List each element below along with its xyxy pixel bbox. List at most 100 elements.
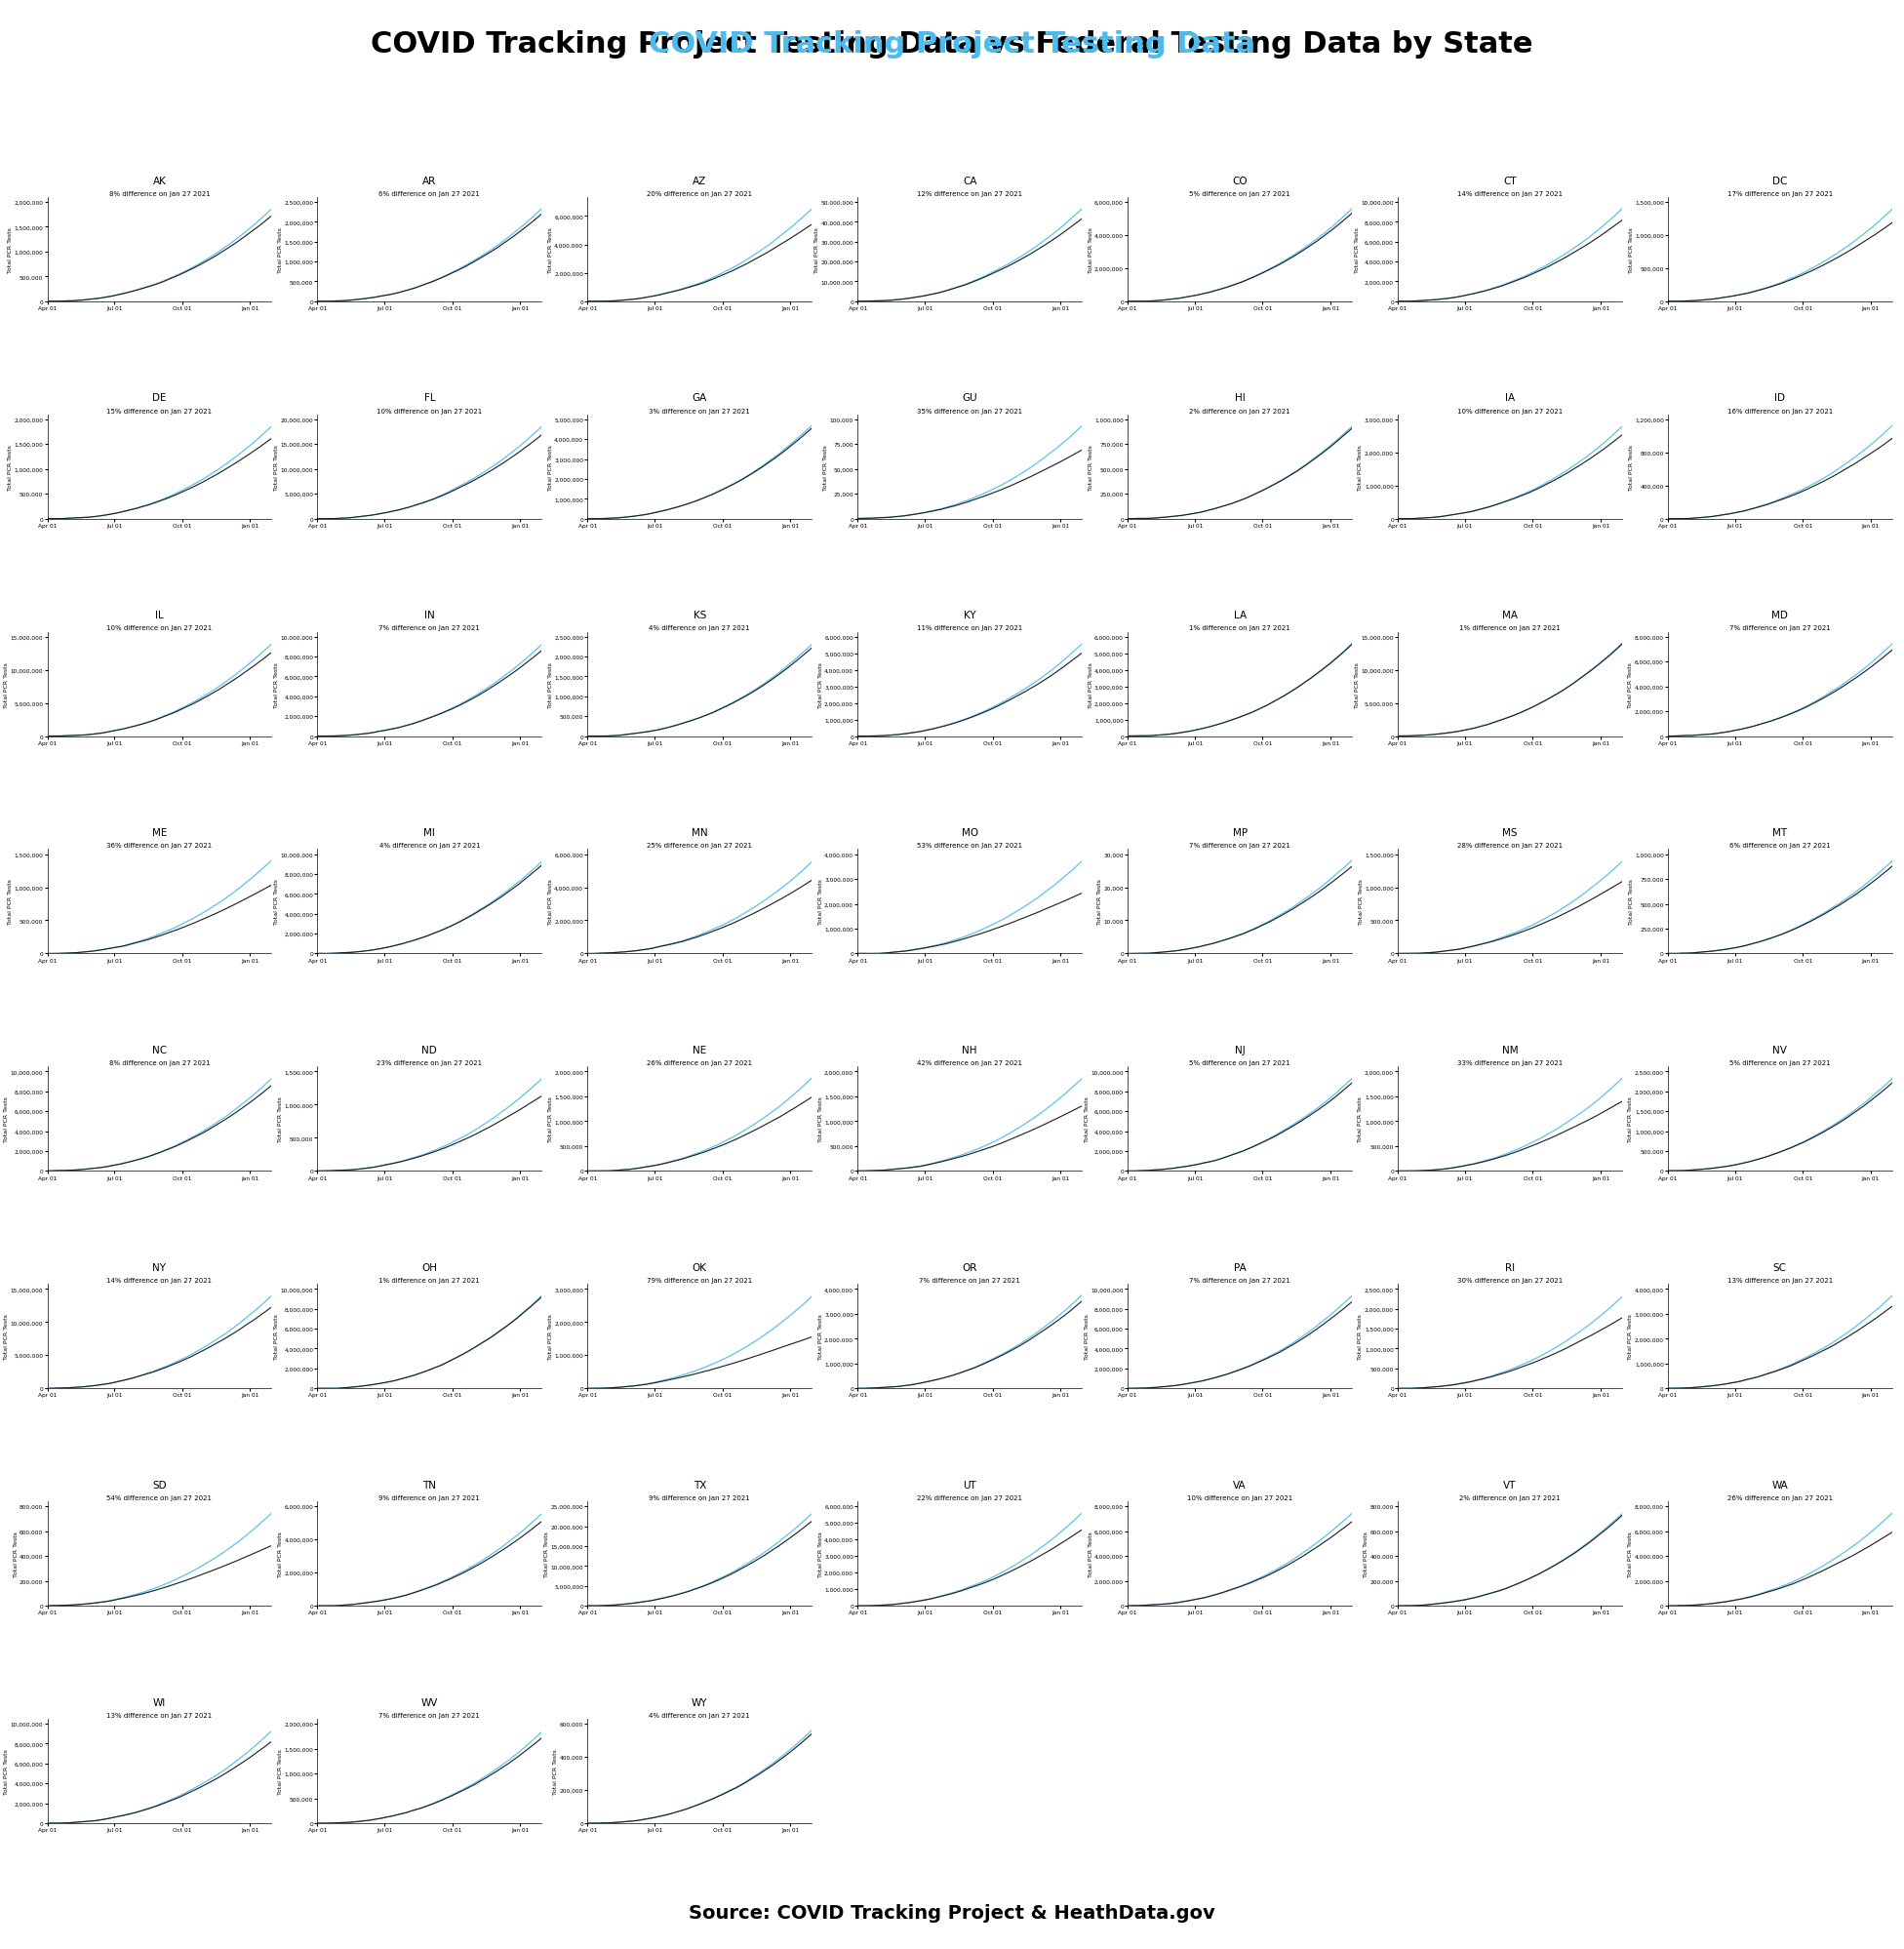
Y-axis label: Total PCR Tests: Total PCR Tests xyxy=(1097,879,1102,924)
Text: MA: MA xyxy=(1502,610,1517,620)
Y-axis label: Total PCR Tests: Total PCR Tests xyxy=(1089,661,1093,707)
Text: MP: MP xyxy=(1232,828,1247,838)
Text: IN: IN xyxy=(425,610,434,620)
Text: 8% difference on Jan 27 2021: 8% difference on Jan 27 2021 xyxy=(109,191,209,197)
Text: MT: MT xyxy=(1773,828,1788,838)
Text: WV: WV xyxy=(421,1698,438,1707)
Y-axis label: Total PCR Tests: Total PCR Tests xyxy=(548,661,552,707)
Text: 7% difference on Jan 27 2021: 7% difference on Jan 27 2021 xyxy=(1190,842,1291,848)
Text: 7% difference on Jan 27 2021: 7% difference on Jan 27 2021 xyxy=(379,1711,480,1717)
Text: UT: UT xyxy=(963,1479,977,1489)
Text: IA: IA xyxy=(1504,394,1516,403)
Text: TN: TN xyxy=(423,1479,436,1489)
Text: 5% difference on Jan 27 2021: 5% difference on Jan 27 2021 xyxy=(1190,1060,1291,1066)
Text: 2% difference on Jan 27 2021: 2% difference on Jan 27 2021 xyxy=(1190,407,1291,413)
Text: 10% difference on Jan 27 2021: 10% difference on Jan 27 2021 xyxy=(107,626,211,631)
Y-axis label: Total PCR Tests: Total PCR Tests xyxy=(1356,661,1359,707)
Text: OR: OR xyxy=(962,1263,977,1273)
Text: AR: AR xyxy=(423,175,436,185)
Y-axis label: Total PCR Tests: Total PCR Tests xyxy=(274,661,280,707)
Text: 5% difference on Jan 27 2021: 5% difference on Jan 27 2021 xyxy=(1729,1060,1830,1066)
Y-axis label: Total PCR Tests: Total PCR Tests xyxy=(8,444,13,489)
Text: WA: WA xyxy=(1773,1479,1788,1489)
Text: AK: AK xyxy=(152,175,166,185)
Text: NH: NH xyxy=(962,1045,977,1054)
Text: CT: CT xyxy=(1504,175,1517,185)
Y-axis label: Total PCR Tests: Total PCR Tests xyxy=(278,1530,284,1577)
Y-axis label: Total PCR Tests: Total PCR Tests xyxy=(548,444,552,489)
Text: 22% difference on Jan 27 2021: 22% difference on Jan 27 2021 xyxy=(918,1495,1022,1501)
Y-axis label: Total PCR Tests: Total PCR Tests xyxy=(278,1095,284,1142)
Text: 7% difference on Jan 27 2021: 7% difference on Jan 27 2021 xyxy=(1190,1277,1291,1282)
Text: MN: MN xyxy=(691,828,708,838)
Text: 1% difference on Jan 27 2021: 1% difference on Jan 27 2021 xyxy=(1458,626,1561,631)
Text: MS: MS xyxy=(1502,828,1517,838)
Text: VA: VA xyxy=(1234,1479,1247,1489)
Y-axis label: Total PCR Tests: Total PCR Tests xyxy=(8,879,13,924)
Y-axis label: Total PCR Tests: Total PCR Tests xyxy=(274,444,280,489)
Text: 6% difference on Jan 27 2021: 6% difference on Jan 27 2021 xyxy=(379,191,480,197)
Text: 14% difference on Jan 27 2021: 14% difference on Jan 27 2021 xyxy=(107,1277,211,1282)
Text: NV: NV xyxy=(1773,1045,1788,1054)
Y-axis label: Total PCR Tests: Total PCR Tests xyxy=(1363,1530,1369,1577)
Text: COVID Tracking Project Testing Data: COVID Tracking Project Testing Data xyxy=(649,31,1255,58)
Y-axis label: Total PCR Tests: Total PCR Tests xyxy=(815,226,819,273)
Y-axis label: Total PCR Tests: Total PCR Tests xyxy=(274,879,280,924)
Text: 53% difference on Jan 27 2021: 53% difference on Jan 27 2021 xyxy=(918,842,1022,848)
Text: KS: KS xyxy=(693,610,706,620)
Text: 54% difference on Jan 27 2021: 54% difference on Jan 27 2021 xyxy=(107,1495,211,1501)
Text: FL: FL xyxy=(425,394,436,403)
Text: 8% difference on Jan 27 2021: 8% difference on Jan 27 2021 xyxy=(109,1060,209,1066)
Text: 12% difference on Jan 27 2021: 12% difference on Jan 27 2021 xyxy=(918,191,1022,197)
Y-axis label: Total PCR Tests: Total PCR Tests xyxy=(1628,1530,1634,1577)
Text: VT: VT xyxy=(1504,1479,1516,1489)
Text: 7% difference on Jan 27 2021: 7% difference on Jan 27 2021 xyxy=(379,626,480,631)
Text: 9% difference on Jan 27 2021: 9% difference on Jan 27 2021 xyxy=(379,1495,480,1501)
Y-axis label: Total PCR Tests: Total PCR Tests xyxy=(4,1095,10,1142)
Y-axis label: Total PCR Tests: Total PCR Tests xyxy=(1356,226,1359,273)
Text: ID: ID xyxy=(1775,394,1786,403)
Text: OH: OH xyxy=(421,1263,438,1273)
Text: 36% difference on Jan 27 2021: 36% difference on Jan 27 2021 xyxy=(107,842,211,848)
Text: 79% difference on Jan 27 2021: 79% difference on Jan 27 2021 xyxy=(647,1277,752,1282)
Y-axis label: Total PCR Tests: Total PCR Tests xyxy=(545,1530,548,1577)
Text: 13% difference on Jan 27 2021: 13% difference on Jan 27 2021 xyxy=(107,1711,211,1717)
Text: 26% difference on Jan 27 2021: 26% difference on Jan 27 2021 xyxy=(647,1060,752,1066)
Text: 33% difference on Jan 27 2021: 33% difference on Jan 27 2021 xyxy=(1457,1060,1563,1066)
Y-axis label: Total PCR Tests: Total PCR Tests xyxy=(819,1095,823,1142)
Y-axis label: Total PCR Tests: Total PCR Tests xyxy=(819,661,823,707)
Y-axis label: Total PCR Tests: Total PCR Tests xyxy=(4,1748,10,1793)
Y-axis label: Total PCR Tests: Total PCR Tests xyxy=(1358,1095,1363,1142)
Text: 14% difference on Jan 27 2021: 14% difference on Jan 27 2021 xyxy=(1457,191,1563,197)
Text: TX: TX xyxy=(693,1479,706,1489)
Text: 16% difference on Jan 27 2021: 16% difference on Jan 27 2021 xyxy=(1727,407,1834,413)
Y-axis label: Total PCR Tests: Total PCR Tests xyxy=(1628,1314,1634,1358)
Text: 9% difference on Jan 27 2021: 9% difference on Jan 27 2021 xyxy=(649,1495,750,1501)
Text: CO: CO xyxy=(1232,175,1247,185)
Y-axis label: Total PCR Tests: Total PCR Tests xyxy=(548,1314,552,1358)
Text: MO: MO xyxy=(962,828,979,838)
Text: GA: GA xyxy=(693,394,706,403)
Text: SC: SC xyxy=(1773,1263,1786,1273)
Y-axis label: Total PCR Tests: Total PCR Tests xyxy=(1085,1095,1089,1142)
Y-axis label: Total PCR Tests: Total PCR Tests xyxy=(8,226,13,273)
Text: PA: PA xyxy=(1234,1263,1245,1273)
Text: 17% difference on Jan 27 2021: 17% difference on Jan 27 2021 xyxy=(1727,191,1834,197)
Text: 15% difference on Jan 27 2021: 15% difference on Jan 27 2021 xyxy=(107,407,211,413)
Text: 42% difference on Jan 27 2021: 42% difference on Jan 27 2021 xyxy=(918,1060,1022,1066)
Text: NY: NY xyxy=(152,1263,166,1273)
Y-axis label: Total PCR Tests: Total PCR Tests xyxy=(554,1748,558,1793)
Y-axis label: Total PCR Tests: Total PCR Tests xyxy=(1358,444,1363,489)
Text: NE: NE xyxy=(693,1045,706,1054)
Text: ME: ME xyxy=(152,828,168,838)
Text: NC: NC xyxy=(152,1045,168,1054)
Y-axis label: Total PCR Tests: Total PCR Tests xyxy=(548,1095,552,1142)
Y-axis label: Total PCR Tests: Total PCR Tests xyxy=(1089,1530,1093,1577)
Text: 3% difference on Jan 27 2021: 3% difference on Jan 27 2021 xyxy=(649,407,750,413)
Y-axis label: Total PCR Tests: Total PCR Tests xyxy=(819,1530,823,1577)
Text: 10% difference on Jan 27 2021: 10% difference on Jan 27 2021 xyxy=(1186,1495,1293,1501)
Text: COVID Tracking Project Testing Data vs Federal Testing Data by State: COVID Tracking Project Testing Data vs F… xyxy=(371,31,1533,58)
Y-axis label: Total PCR Tests: Total PCR Tests xyxy=(1089,444,1093,489)
Y-axis label: Total PCR Tests: Total PCR Tests xyxy=(819,879,823,924)
Text: 5% difference on Jan 27 2021: 5% difference on Jan 27 2021 xyxy=(1190,191,1291,197)
